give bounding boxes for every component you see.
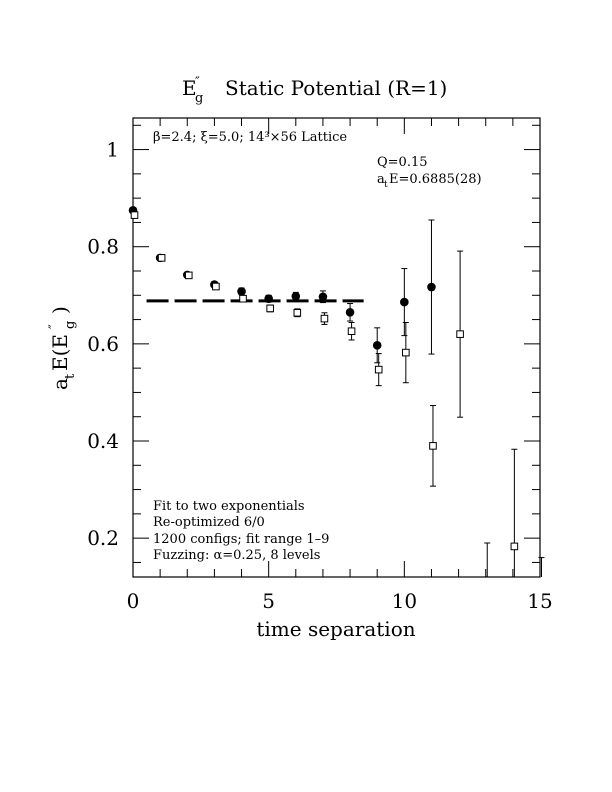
y-tick-label: 1 xyxy=(106,138,119,162)
data-point xyxy=(402,321,410,384)
marker-square xyxy=(374,365,383,374)
annotation-energy-sub: t xyxy=(384,180,388,190)
series-layer xyxy=(128,205,545,577)
data-point xyxy=(291,291,301,301)
data-point xyxy=(157,254,166,262)
data-point xyxy=(400,268,409,337)
data-point xyxy=(318,290,328,304)
marker-square xyxy=(157,254,166,262)
marker-square xyxy=(402,348,410,357)
data-point xyxy=(237,287,246,296)
ylabel-end: ) xyxy=(48,306,72,314)
annotation-line-3: 1200 configs; fit range 1–9 xyxy=(153,532,329,547)
plot-border xyxy=(132,117,541,578)
marker-circle xyxy=(318,292,328,302)
data-point xyxy=(484,542,491,577)
marker-square xyxy=(456,330,464,338)
marker-circle xyxy=(237,287,246,296)
data-point xyxy=(264,294,273,303)
y-tick-label: 0.2 xyxy=(87,526,119,550)
annotations: β=2.4; ξ=5.0; 14³×56 Lattice Q=0.15 a t … xyxy=(153,130,482,563)
marker-square xyxy=(184,271,193,280)
data-point xyxy=(266,304,274,313)
data-point xyxy=(212,282,220,291)
data-point xyxy=(239,294,247,303)
series-filled-circle xyxy=(128,205,436,364)
marker-square xyxy=(429,442,437,450)
plot-frame xyxy=(132,117,541,578)
title-main: E xyxy=(182,76,197,100)
x-tick-label: 5 xyxy=(262,589,275,613)
x-tick-label: 0 xyxy=(127,589,140,613)
chart-title: E ″ g Static Potential (R=1) xyxy=(182,75,447,106)
marker-square xyxy=(212,282,220,291)
y-ticks: 0.2 0.4 0.6 0.8 1 xyxy=(87,124,540,563)
ylabel-sup: ″ xyxy=(47,324,62,329)
marker-circle xyxy=(372,341,382,350)
data-point xyxy=(372,327,382,364)
data-point xyxy=(538,557,545,577)
ylabel-sub2: g xyxy=(63,321,78,329)
data-point xyxy=(429,405,437,487)
title-rest: Static Potential (R=1) xyxy=(225,76,447,100)
annotation-q: Q=0.15 xyxy=(377,155,428,170)
data-point xyxy=(510,448,519,577)
data-point xyxy=(427,219,436,355)
x-ticks: 0 5 10 15 xyxy=(127,118,553,613)
title-sub: g xyxy=(195,91,203,106)
y-tick-label: 0.6 xyxy=(87,332,119,356)
title-sup: ″ xyxy=(195,75,200,90)
marker-circle xyxy=(427,282,436,292)
marker-square xyxy=(239,294,247,303)
annotation-energy-main: a xyxy=(377,172,385,187)
y-axis-label: a t E(E ″ g ) xyxy=(47,306,78,390)
data-point xyxy=(345,303,355,322)
marker-circle xyxy=(264,294,273,303)
marker-square xyxy=(293,308,302,317)
x-axis-label: time separation xyxy=(256,617,415,641)
ylabel-mid: E(E xyxy=(48,334,72,371)
annotation-line-2: Re-optimized 6/0 xyxy=(153,515,265,530)
data-point xyxy=(293,308,302,318)
x-tick-label: 10 xyxy=(392,589,417,613)
y-tick-label: 0.4 xyxy=(87,429,119,453)
data-point xyxy=(130,211,139,219)
x-tick-label: 15 xyxy=(527,589,552,613)
marker-square xyxy=(266,304,274,313)
data-point xyxy=(374,353,383,387)
ylabel-main: a xyxy=(48,378,72,390)
annotation-line-4: Fuzzing: α=0.25, 8 levels xyxy=(153,548,320,563)
marker-circle xyxy=(291,291,301,301)
annotation-line-1: Fit to two exponentials xyxy=(153,499,305,514)
marker-square xyxy=(347,327,356,336)
ylabel-sub: t xyxy=(63,373,78,379)
marker-square xyxy=(130,211,139,219)
data-point xyxy=(184,271,193,280)
annotation-lattice: β=2.4; ξ=5.0; 14³×56 Lattice xyxy=(153,130,347,145)
data-point xyxy=(320,312,329,325)
marker-square xyxy=(320,314,329,323)
y-tick-label: 0.8 xyxy=(87,235,119,259)
marker-circle xyxy=(400,297,409,307)
data-point xyxy=(456,250,464,418)
data-point xyxy=(347,321,356,341)
marker-circle xyxy=(345,307,355,317)
marker-square xyxy=(510,542,519,551)
series-open-square xyxy=(130,211,545,577)
annotation-energy-rest: E=0.6885(28) xyxy=(389,172,482,187)
